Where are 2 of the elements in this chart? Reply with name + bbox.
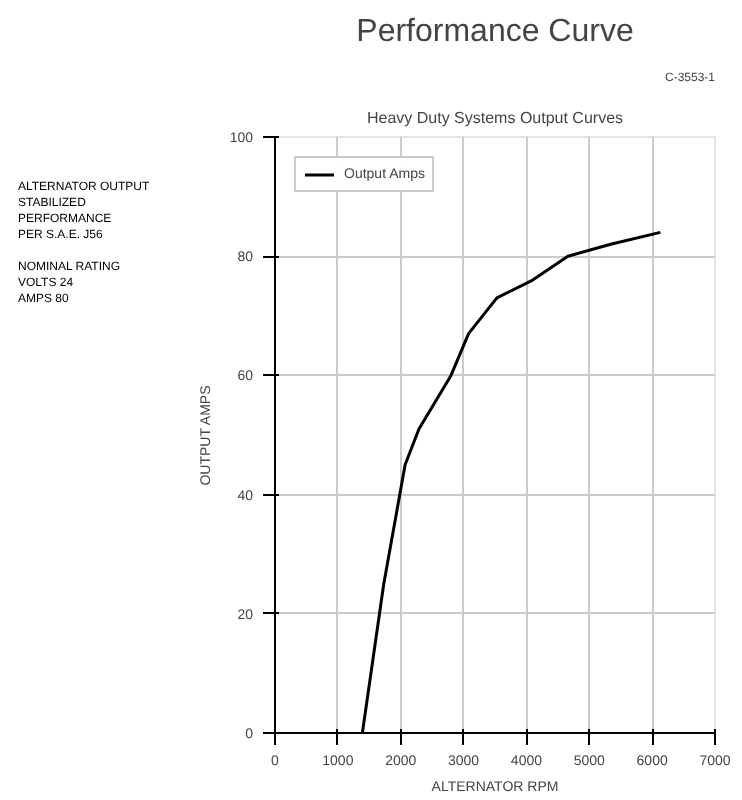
chart-subtitle: Heavy Duty Systems Output Curves [366, 109, 624, 127]
chart-title: Performance Curve [356, 15, 634, 49]
